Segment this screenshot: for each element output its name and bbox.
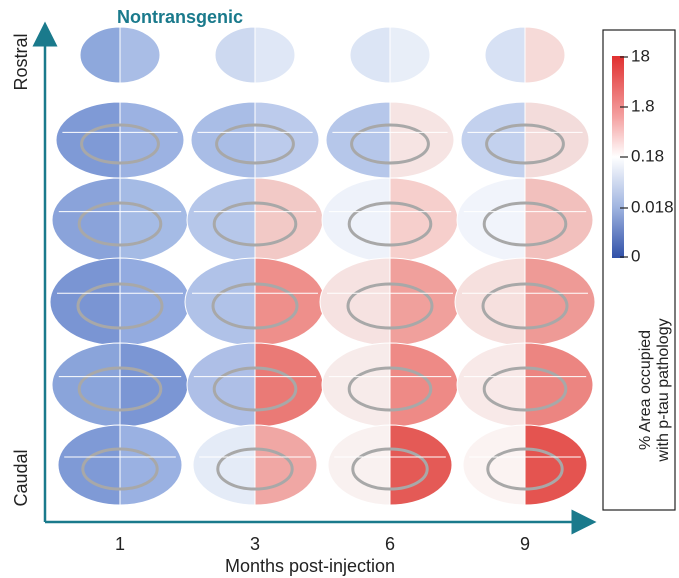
colorbar-tick-label: 0.18 [631, 146, 664, 165]
slice-part [120, 27, 160, 83]
slice-part [463, 425, 525, 505]
slice-part [390, 27, 430, 83]
slice-part [255, 343, 323, 427]
colorbar-label: % Area occupied [637, 330, 654, 450]
slice-part [120, 178, 188, 262]
slice-part [215, 27, 255, 83]
slice-part [50, 258, 120, 346]
slice-part [461, 102, 525, 178]
slice-part [255, 258, 325, 346]
x-tick-label: 3 [250, 534, 260, 554]
colorbar-tick-label: 1.8 [631, 96, 655, 115]
y-top-label: Rostral [11, 33, 31, 90]
slice-part [525, 425, 587, 505]
colorbar-tick-label: 0 [631, 246, 640, 265]
x-axis-label: Months post-injection [225, 556, 395, 576]
x-tick-label: 1 [115, 534, 125, 554]
slice-part [350, 27, 390, 83]
slice-part [52, 343, 120, 427]
x-tick-label: 9 [520, 534, 530, 554]
slice-part [80, 27, 120, 83]
slice-part [120, 425, 182, 505]
slice-part [120, 343, 188, 427]
x-tick-label: 6 [385, 534, 395, 554]
title: Nontransgenic [117, 7, 243, 27]
slice-part [525, 178, 593, 262]
slice-part [326, 102, 390, 178]
figure: Nontransgenic Rostral Caudal 1 3 6 9 Mon… [0, 0, 679, 578]
slice-part [390, 343, 458, 427]
slice-part [485, 27, 525, 83]
slice-part [187, 178, 255, 262]
slice-part [255, 178, 323, 262]
brain-slices [50, 27, 595, 505]
slice-part [525, 102, 589, 178]
slice-part [525, 258, 595, 346]
slice-part [52, 178, 120, 262]
slice-part [187, 343, 255, 427]
slice-part [320, 258, 390, 346]
slice-part [185, 258, 255, 346]
slice-part [525, 27, 565, 83]
slice-part [58, 425, 120, 505]
slice-part [191, 102, 255, 178]
slice-part [455, 258, 525, 346]
slice-part [322, 343, 390, 427]
slice-part [390, 258, 460, 346]
slice-part [193, 425, 255, 505]
slice-part [457, 178, 525, 262]
colorbar-label: with p-tau pathology [655, 318, 672, 462]
slice-part [56, 102, 120, 178]
slice-part [255, 102, 319, 178]
slice-part [322, 178, 390, 262]
slice-part [457, 343, 525, 427]
colorbar-tick-label: 18 [631, 46, 650, 65]
slice-part [120, 102, 184, 178]
slice-part [255, 27, 295, 83]
slice-part [120, 258, 190, 346]
slice-part [525, 343, 593, 427]
slice-part [390, 102, 454, 178]
y-bottom-label: Caudal [11, 449, 31, 506]
slice-part [255, 425, 317, 505]
slice-part [390, 425, 452, 505]
colorbar-tick-label: 0.018 [631, 197, 674, 216]
slice-part [328, 425, 390, 505]
slice-part [390, 178, 458, 262]
